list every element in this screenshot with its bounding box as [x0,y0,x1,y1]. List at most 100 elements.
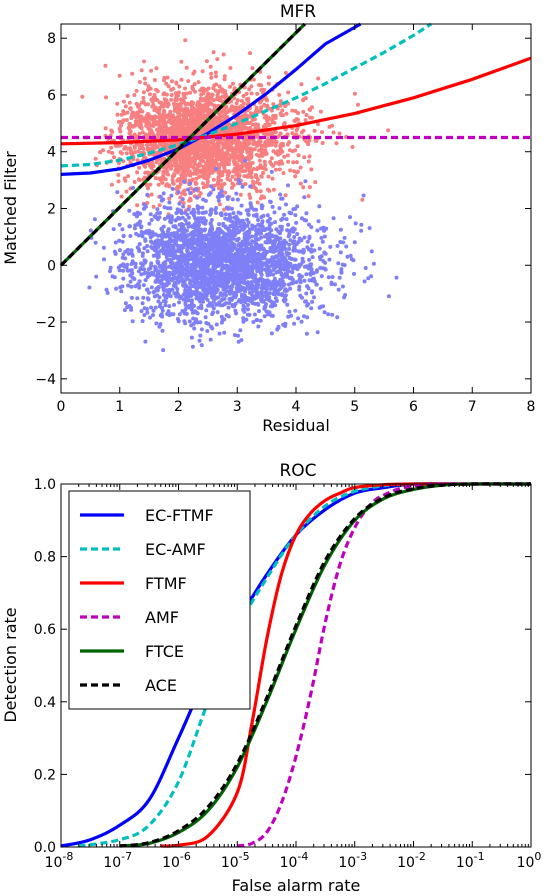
scatter-point [200,69,205,74]
scatter-point [360,197,365,202]
scatter-point [221,159,225,164]
scatter-point [145,113,150,118]
scatter-point [147,131,152,136]
scatter-point [265,213,270,218]
scatter-point [302,218,307,222]
scatter-point [217,88,222,93]
scatter-point [157,176,162,181]
scatter-point [119,289,124,294]
scatter-point [166,227,171,232]
scatter-point [338,227,343,232]
scatter-point [172,108,177,113]
scatter-point [209,218,214,222]
scatter-point [135,170,140,175]
scatter-point [283,70,288,75]
scatter-point [184,263,189,268]
scatter-point [137,131,142,136]
scatter-point [278,144,283,148]
scatter-point [126,251,131,256]
scatter-point [298,165,303,170]
scatter-point [139,125,144,130]
scatter-point [285,302,290,307]
scatter-point [312,295,316,300]
scatter-point [145,192,150,197]
scatter-point [226,206,231,211]
scatter-point [119,112,124,117]
scatter-point [112,155,116,160]
scatter-point [277,287,282,292]
scatter-point [287,210,292,215]
scatter-point [193,118,198,123]
scatter-point [329,280,334,285]
scatter-point [237,181,242,186]
scatter-point [240,155,245,160]
scatter-point [258,189,263,194]
scatter-point [149,97,154,102]
scatter-point [299,319,304,324]
scatter-point [176,280,181,285]
scatter-point [123,301,128,306]
scatter-point [220,182,225,187]
scatter-point [296,316,301,321]
scatter-point [254,212,259,217]
scatter-point [165,75,170,80]
scatter-point [312,128,317,133]
scatter-point [223,156,228,161]
scatter-point [343,293,348,297]
scatter-point [299,82,304,87]
scatter-point [157,123,162,128]
scatter-point [217,222,222,227]
scatter-point [223,190,228,195]
scatter-point [279,148,284,153]
scatter-point [322,310,327,315]
scatter-point [221,52,226,57]
scatter-point [145,147,150,152]
scatter-point [139,230,144,234]
scatter-point [201,243,206,248]
scatter-point [122,146,127,151]
scatter-point [248,51,252,56]
scatter-point [182,159,187,164]
scatter-point [253,228,258,233]
scatter-point [243,300,248,305]
scatter-point [242,174,247,179]
scatter-point [273,161,278,165]
scatter-point [161,125,165,130]
scatter-point [262,228,267,233]
scatter-point [222,264,227,269]
scatter-point [270,313,275,318]
scatter-point [184,292,189,297]
scatter-point [108,269,112,274]
scatter-point [205,179,210,184]
scatter-point [151,308,156,313]
scatter-point [165,206,170,211]
scatter-point [198,191,203,196]
scatter-point [260,143,265,148]
scatter-point [182,95,187,100]
scatter-point [270,139,275,144]
scatter-point [266,219,271,224]
scatter-point [131,185,135,190]
scatter-point [303,118,308,123]
scatter-point [143,164,148,169]
scatter-point [158,322,163,327]
scatter-point [203,315,208,320]
scatter-point [98,150,103,155]
scatter-point [190,344,195,349]
scatter-point [190,298,194,303]
scatter-point [222,94,227,99]
scatter-point [267,310,272,315]
scatter-point [260,221,264,226]
scatter-point [256,140,261,145]
scatter-point [239,259,244,264]
scatter-point [149,114,154,119]
scatter-point [182,106,187,111]
scatter-point [230,197,235,202]
scatter-point [305,239,310,244]
scatter-point [254,175,259,179]
scatter-point [268,286,273,291]
scatter-point [166,242,171,247]
scatter-point [302,195,307,200]
scatter-point [182,226,186,231]
scatter-point [230,219,235,224]
